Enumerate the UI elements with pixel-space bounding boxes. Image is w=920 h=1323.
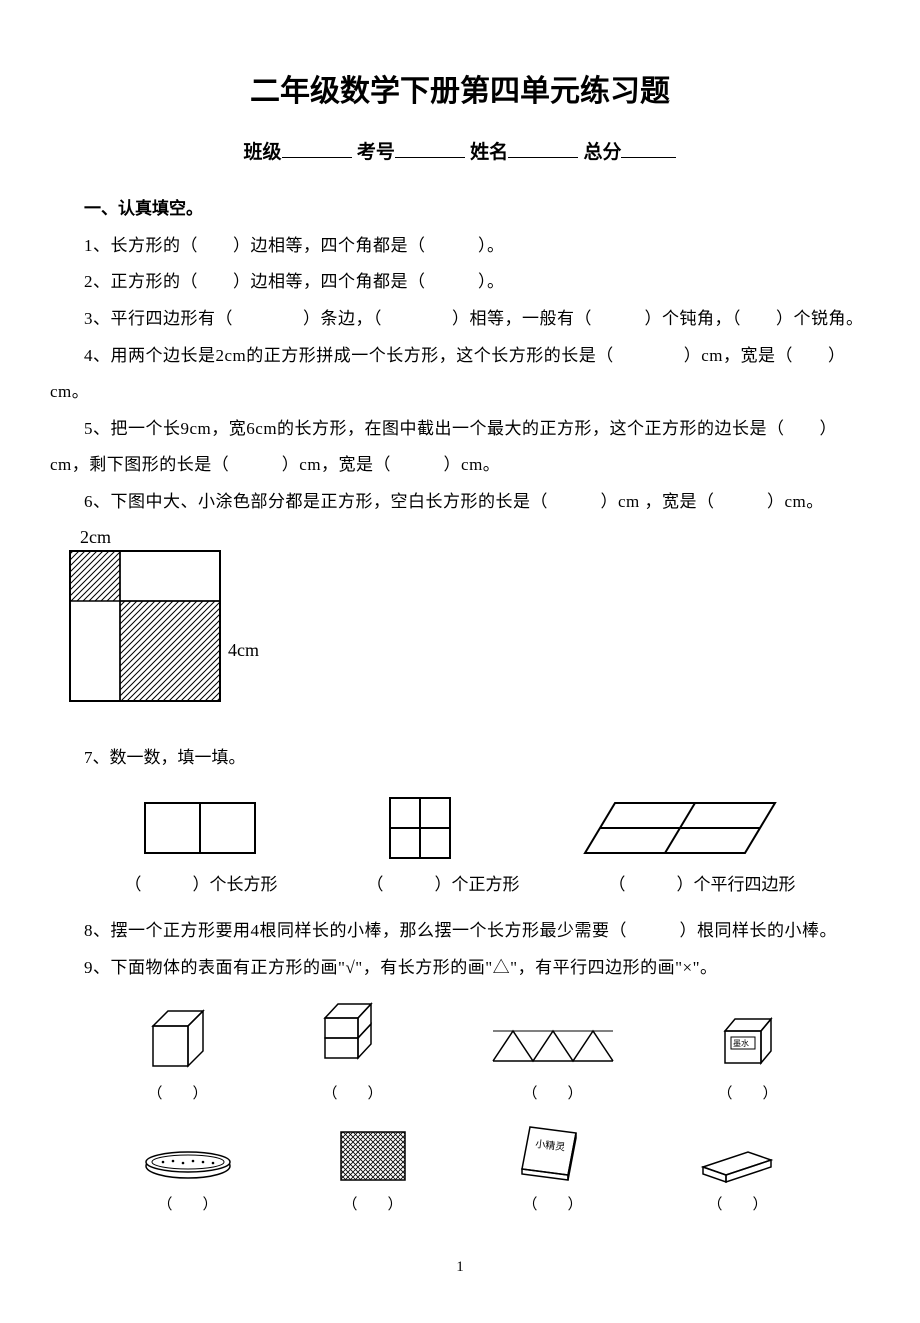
examno-blank[interactable] <box>395 137 465 158</box>
caption-para: （ ）个平行四边形 <box>609 867 796 904</box>
label-4cm: 4cm <box>228 640 259 660</box>
question-6-figure: 2cm 4cm <box>50 526 870 726</box>
question-7-figures <box>80 793 840 863</box>
paren-2[interactable]: （ ） <box>313 1078 393 1110</box>
obj-ink-box: 墨水 （ ） <box>713 1011 783 1110</box>
obj-book: 小精灵 （ ） <box>508 1117 598 1221</box>
question-1: 1、长方形的（ ）边相等，四个角都是（ ）。 <box>50 228 870 265</box>
paren-8[interactable]: （ ） <box>693 1189 783 1221</box>
question-6: 6、下图中大、小涂色部分都是正方形，空白长方形的长是（ ）cm ，宽是（ ）cm… <box>50 484 870 521</box>
class-label: 班级 <box>244 142 282 163</box>
total-blank[interactable] <box>621 137 676 158</box>
question-9-row-2: （ ） （ ） 小精灵 （ ） （ ） <box>90 1117 830 1221</box>
paren-1[interactable]: （ ） <box>138 1078 218 1110</box>
question-5: 5、把一个长9cm，宽6cm的长方形，在图中截出一个最大的正方形，这个正方形的边… <box>50 411 870 484</box>
question-2: 2、正方形的（ ）边相等，四个角都是（ ）。 <box>50 264 870 301</box>
examno-label: 考号 <box>357 142 395 163</box>
class-blank[interactable] <box>282 137 352 158</box>
obj-triangles-strip: （ ） <box>488 1021 618 1110</box>
paren-5[interactable]: （ ） <box>138 1189 238 1221</box>
obj-cube: （ ） <box>138 1001 218 1110</box>
section-1-heading: 一、认真填空。 <box>50 191 870 228</box>
student-info-line: 班级 考号 姓名 总分 <box>50 133 870 174</box>
fig-squares <box>375 793 465 863</box>
question-3: 3、平行四边形有（ ）条边，（ ）相等，一般有（ ）个钝角，（ ）个锐角。 <box>50 301 870 338</box>
obj-eraser: （ ） <box>693 1132 783 1221</box>
paren-3[interactable]: （ ） <box>488 1078 618 1110</box>
caption-rect: （ ）个长方形 <box>125 867 278 904</box>
question-9-row-1: （ ） （ ） （ ） 墨水 （ ） <box>90 996 830 1110</box>
paren-7[interactable]: （ ） <box>508 1189 598 1221</box>
page-number: 1 <box>50 1251 870 1283</box>
paren-4[interactable]: （ ） <box>713 1078 783 1110</box>
svg-text:墨水: 墨水 <box>733 1038 749 1048</box>
paren-6[interactable]: （ ） <box>333 1189 413 1221</box>
name-label: 姓名 <box>470 142 508 163</box>
fig-rectangles <box>135 793 265 863</box>
question-7: 7、数一数，填一填。 <box>50 740 870 777</box>
caption-square: （ ）个正方形 <box>367 867 520 904</box>
page-title: 二年级数学下册第四单元练习题 <box>50 60 870 125</box>
label-2cm: 2cm <box>80 527 111 547</box>
question-4: 4、用两个边长是2cm的正方形拼成一个长方形，这个长方形的长是（ ）cm，宽是（… <box>50 338 870 411</box>
name-blank[interactable] <box>508 137 578 158</box>
fig-parallelograms <box>575 793 785 863</box>
obj-crosshatch-mat: （ ） <box>333 1127 413 1221</box>
obj-stacked-boxes: （ ） <box>313 996 393 1110</box>
question-8: 8、摆一个正方形要用4根同样长的小棒，那么摆一个长方形最少需要（ ）根同样长的小… <box>50 913 870 950</box>
total-label: 总分 <box>583 142 621 163</box>
question-7-captions: （ ）个长方形 （ ）个正方形 （ ）个平行四边形 <box>80 867 840 904</box>
question-9: 9、下面物体的表面有正方形的画"√"，有长方形的画"△"，有平行四边形的画"×"… <box>50 950 870 987</box>
obj-pencil-case: （ ） <box>138 1142 238 1221</box>
